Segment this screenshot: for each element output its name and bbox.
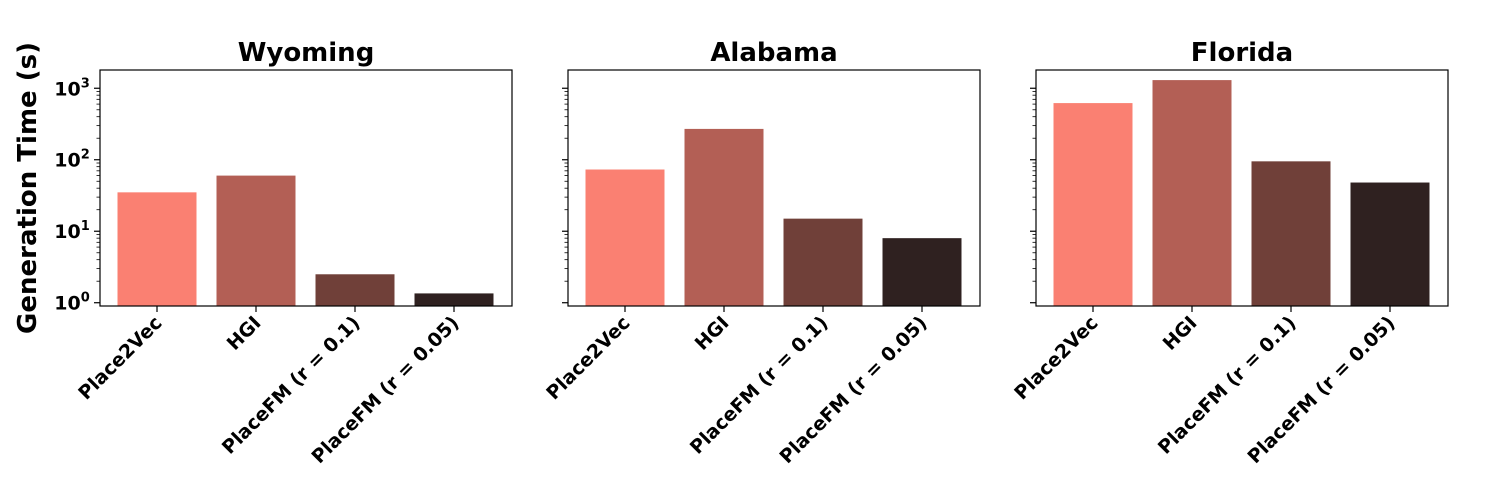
- y-tick-label: 103: [54, 76, 90, 100]
- y-axis-label: Generation Time (s): [13, 42, 43, 334]
- panel-title: Wyoming: [238, 38, 375, 68]
- x-tick-label: Place2Vec: [542, 312, 634, 404]
- bar-place2vec: [1053, 103, 1133, 307]
- panel-title: Florida: [1191, 38, 1293, 68]
- bar-placefm-r-0-1: [315, 274, 395, 306]
- x-tick-label: Place2Vec: [74, 312, 166, 404]
- x-tick-label: HGI: [1159, 312, 1202, 355]
- panel-title: Alabama: [710, 38, 837, 68]
- y-tick-label: 101: [54, 219, 90, 243]
- y-tick-label: 100: [54, 291, 90, 315]
- bar-place2vec: [117, 192, 197, 306]
- x-tick-label: HGI: [691, 312, 734, 355]
- bar-placefm-r-0-1: [1251, 161, 1331, 306]
- bar-placefm-r-0-05: [882, 238, 962, 306]
- bar-placefm-r-0-05: [414, 293, 494, 306]
- bar-hgi: [684, 128, 764, 306]
- x-tick-label: Place2Vec: [1010, 312, 1102, 404]
- bar-placefm-r-0-1: [783, 218, 863, 306]
- bar-hgi: [216, 175, 296, 306]
- bar-placefm-r-0-05: [1350, 182, 1430, 306]
- x-tick-label: HGI: [223, 312, 266, 355]
- y-tick-label: 102: [54, 148, 90, 172]
- bar-place2vec: [585, 169, 665, 306]
- bar-hgi: [1152, 80, 1232, 306]
